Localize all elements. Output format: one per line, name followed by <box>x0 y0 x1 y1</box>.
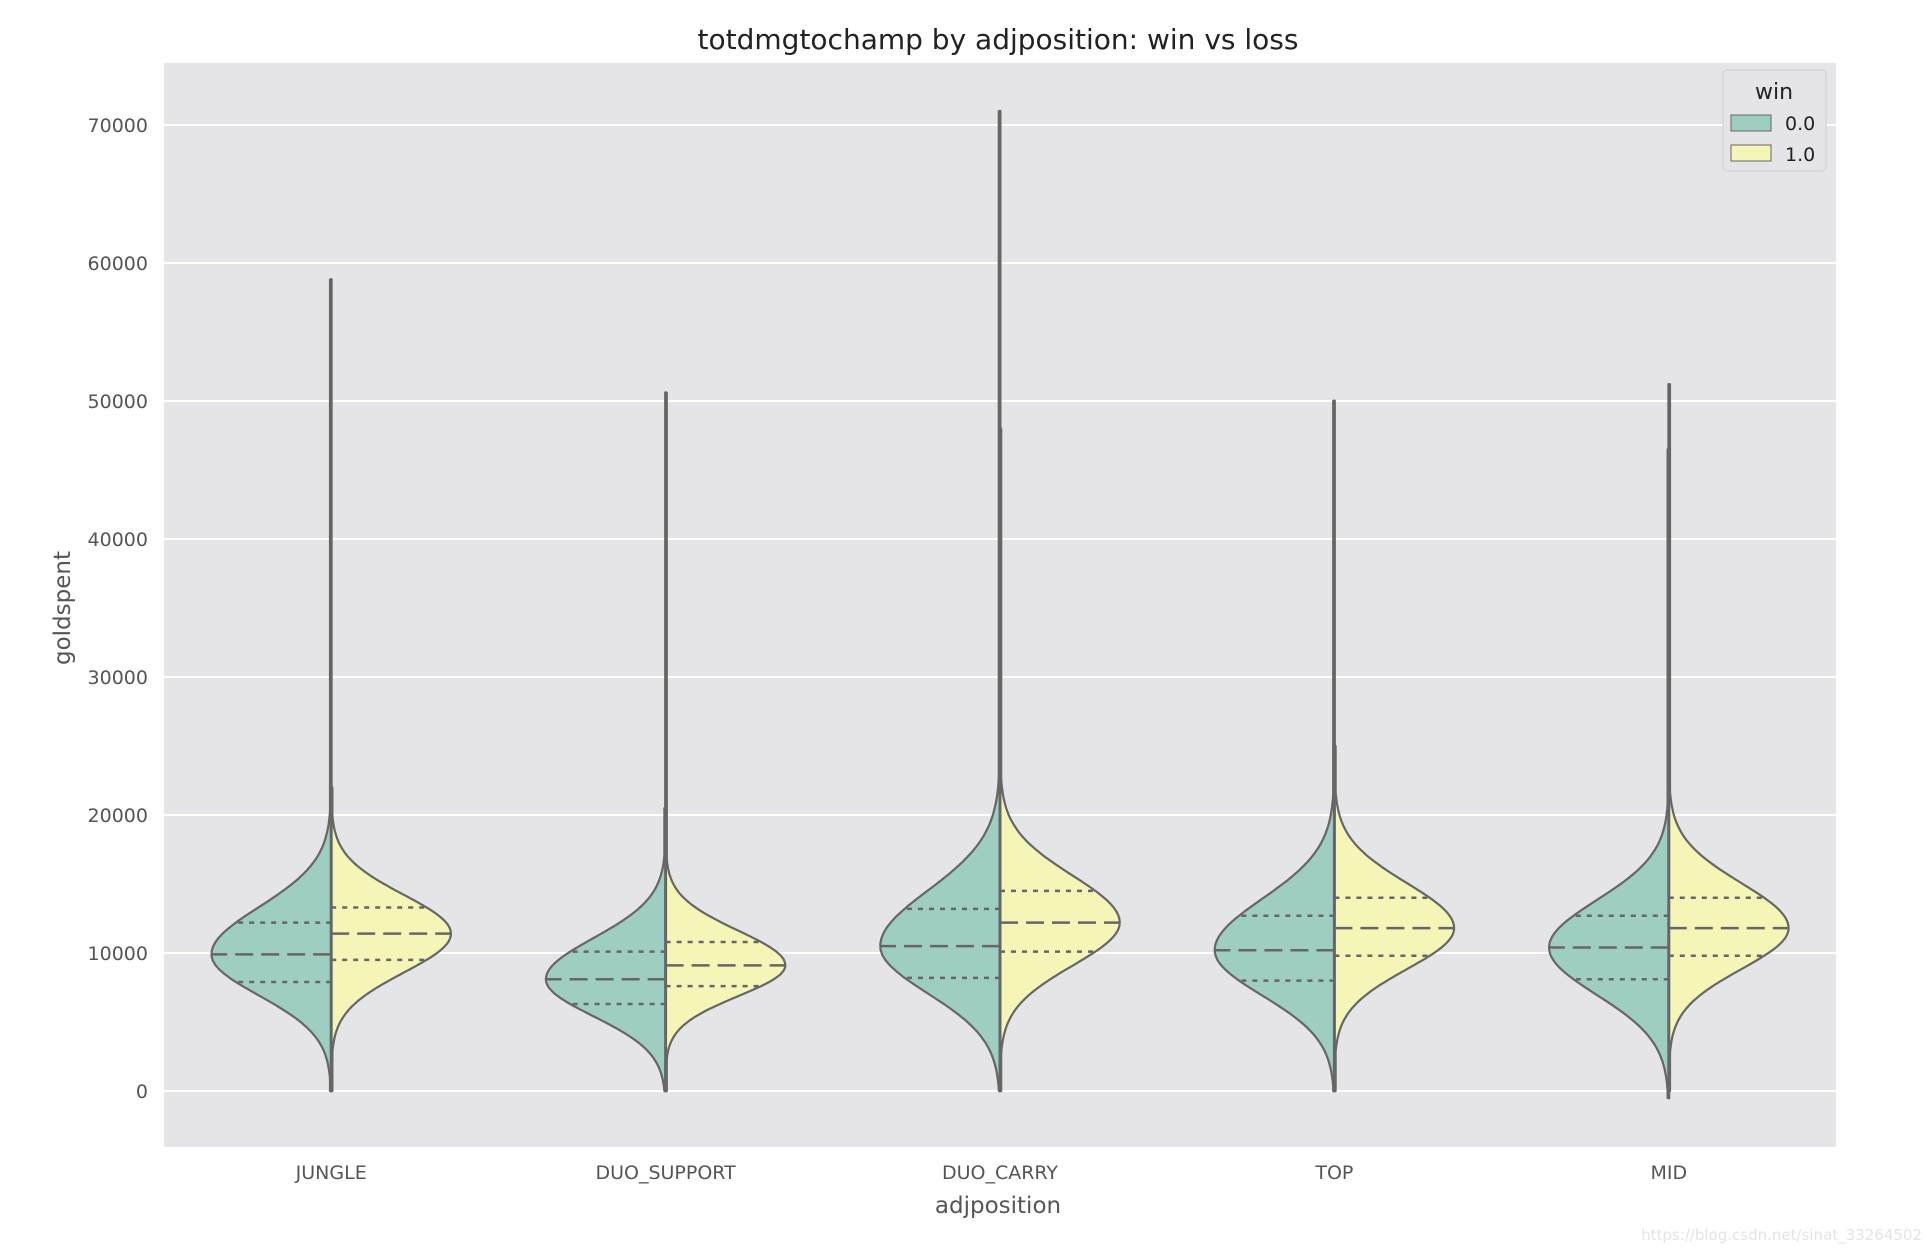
legend-swatch-loss <box>1730 114 1772 132</box>
y-tick-label: 10000 <box>88 943 148 965</box>
legend-entry-loss: 0.0 <box>1785 113 1815 135</box>
x-axis-label: adjposition <box>935 1193 1061 1219</box>
legend-entry-win: 1.0 <box>1785 144 1815 166</box>
plot-area <box>164 63 1836 1147</box>
y-tick-label: 20000 <box>88 805 148 827</box>
legend-title: win <box>1755 80 1793 105</box>
y-tick-label: 40000 <box>88 529 148 551</box>
legend: win 0.0 1.0 <box>1722 69 1827 172</box>
x-tick-label: MID <box>1650 1162 1687 1184</box>
x-tick-label: TOP <box>1314 1162 1353 1184</box>
watermark: https://blog.csdn.net/sinat_33264502 <box>1641 1226 1922 1245</box>
y-tick-label: 50000 <box>88 391 148 413</box>
y-tick-label: 0 <box>136 1081 148 1103</box>
x-axis-ticks: JUNGLE DUO_SUPPORT DUO_CARRY TOP MID <box>295 1162 1687 1184</box>
y-axis-ticks: 0 10000 20000 30000 40000 50000 60000 70000 <box>88 115 148 1103</box>
chart-title: totdmgtochamp by adjposition: win vs los… <box>698 23 1299 56</box>
y-tick-label: 70000 <box>88 115 148 137</box>
x-tick-label: DUO_SUPPORT <box>595 1162 736 1184</box>
violin-half-win <box>330 786 452 1093</box>
x-tick-label: DUO_CARRY <box>942 1162 1058 1184</box>
violins <box>210 109 1790 1100</box>
y-tick-label: 30000 <box>88 667 148 689</box>
y-tick-label: 60000 <box>88 253 148 275</box>
y-axis-label: goldspent <box>50 551 76 665</box>
violin-half-win <box>1333 744 1456 1093</box>
legend-swatch-win <box>1730 144 1772 162</box>
x-tick-label: JUNGLE <box>295 1162 367 1184</box>
